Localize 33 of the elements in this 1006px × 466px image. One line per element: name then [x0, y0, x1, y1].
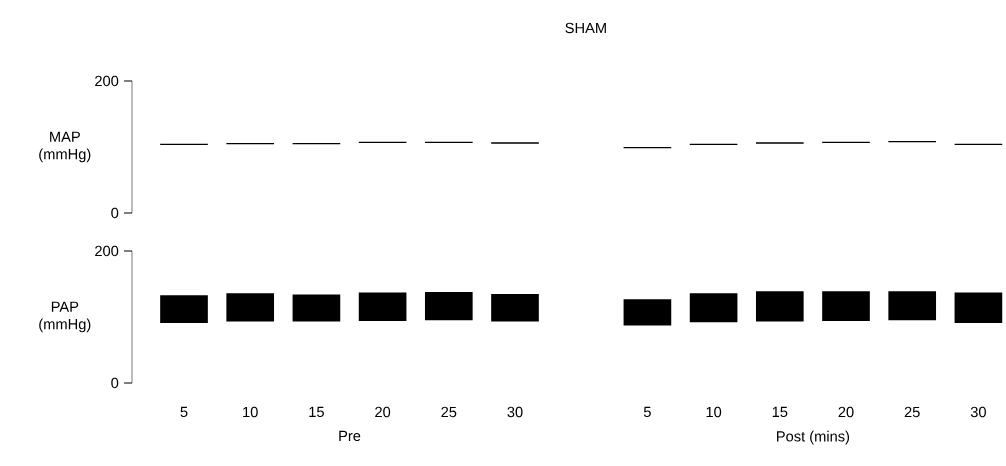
x-tick-label: 30 [507, 406, 523, 418]
bar [424, 291, 473, 321]
x-tick-label: 20 [375, 406, 391, 418]
text: Post (mins) [777, 430, 850, 445]
x-tick-label: 15 [772, 406, 788, 418]
x-tick-label: 25 [441, 406, 457, 418]
bar [160, 295, 208, 323]
bar [689, 293, 738, 323]
y-tick-label: 0 [111, 377, 119, 389]
bar [623, 299, 672, 326]
x-tick-label: 10 [243, 406, 258, 418]
text: Pre [339, 430, 361, 442]
bar [491, 293, 539, 322]
bar [954, 292, 1003, 323]
x-tick-label: 10 [706, 406, 722, 418]
bar [822, 291, 870, 321]
bar [292, 294, 341, 322]
x-tick-label: 20 [838, 406, 854, 418]
x-tick-label: 5 [180, 406, 188, 418]
y-tick-label: 0 [111, 207, 119, 219]
y-axis-title: PAP (mmHg) [39, 301, 91, 333]
x-tick-label: 25 [904, 406, 920, 418]
chart-title: SHAM [565, 22, 606, 34]
y-tick-label: 200 [95, 75, 119, 87]
y-tick-label: 200 [95, 245, 119, 257]
x-tick-label: 15 [309, 406, 324, 418]
bar [358, 292, 407, 321]
bar [755, 291, 804, 322]
x-tick-label: 5 [643, 406, 651, 418]
bar [226, 293, 275, 322]
y-axis-title: MAP (mmHg) [39, 131, 91, 163]
bar [888, 291, 937, 321]
x-tick-label: 30 [970, 406, 986, 418]
